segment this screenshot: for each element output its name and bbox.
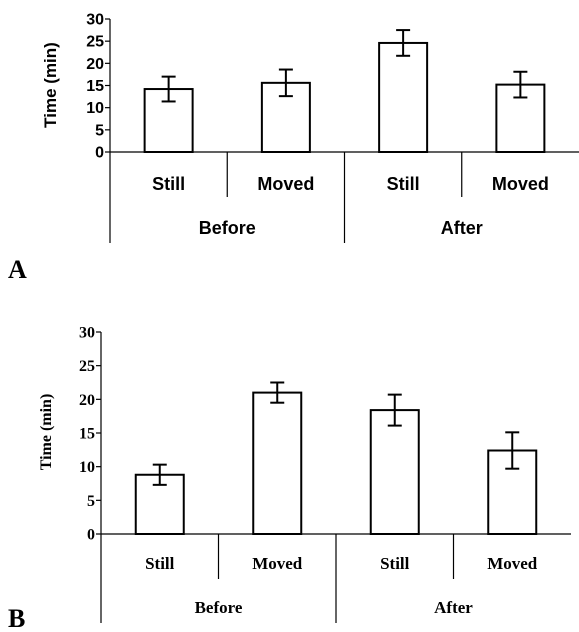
chart-a-y-tick-label: 10 xyxy=(86,100,104,117)
panel-label-a: A xyxy=(8,255,27,284)
chart-a-y-tick-label: 20 xyxy=(86,56,104,73)
chart-a-y-tick-label: 30 xyxy=(86,12,104,29)
chart-b-y-tick-label: 25 xyxy=(79,358,95,375)
chart-panel-a: A Time (min) 0 5 10 15 20 25 30 Still Moved Still… xyxy=(8,12,579,284)
chart-a-category-label: Still xyxy=(152,174,185,194)
chart-b-group-label: After xyxy=(434,598,473,617)
chart-b-category-label: Moved xyxy=(487,554,538,573)
y-axis-label-a: Time (min) xyxy=(41,42,60,128)
chart-b-y-tick-label: 5 xyxy=(87,493,95,510)
chart-a-y-tick-label: 5 xyxy=(95,122,104,139)
chart-a-y-tick-label: 25 xyxy=(86,34,104,51)
chart-a-y-tick-label: 15 xyxy=(86,78,104,95)
chart-a-group-label: After xyxy=(441,218,483,238)
chart-b-category-label: Still xyxy=(145,554,175,573)
chart-b-y-tick-label: 20 xyxy=(79,392,95,409)
chart-b-category-label: Moved xyxy=(252,554,303,573)
chart-b-bar-3 xyxy=(369,409,420,535)
chart-a-category-label: Still xyxy=(387,174,420,194)
chart-b-bar-2 xyxy=(252,391,303,535)
chart-b-category-label: Still xyxy=(380,554,410,573)
chart-b-y-tick-label: 15 xyxy=(79,426,95,443)
chart-a-category-label: Moved xyxy=(257,174,314,194)
chart-b-y-tick-label: 0 xyxy=(87,527,95,544)
chart-panel-b: B Time (min) 0 5 10 15 20 25 30 Still Moved Still… xyxy=(8,325,571,632)
chart-b-bar-1 xyxy=(134,473,185,536)
panel-label-b: B xyxy=(8,604,25,632)
chart-b-group-label: Before xyxy=(195,598,243,617)
y-axis-label-b: Time (min) xyxy=(38,394,55,471)
chart-a-y-tick-label: 0 xyxy=(95,145,104,162)
chart-a-bar-3 xyxy=(378,41,429,153)
chart-b-y-tick-label: 10 xyxy=(79,459,95,476)
chart-a-category-label: Moved xyxy=(492,174,549,194)
chart-b-y-tick-label: 30 xyxy=(79,325,95,342)
chart-a-group-label: Before xyxy=(199,218,256,238)
